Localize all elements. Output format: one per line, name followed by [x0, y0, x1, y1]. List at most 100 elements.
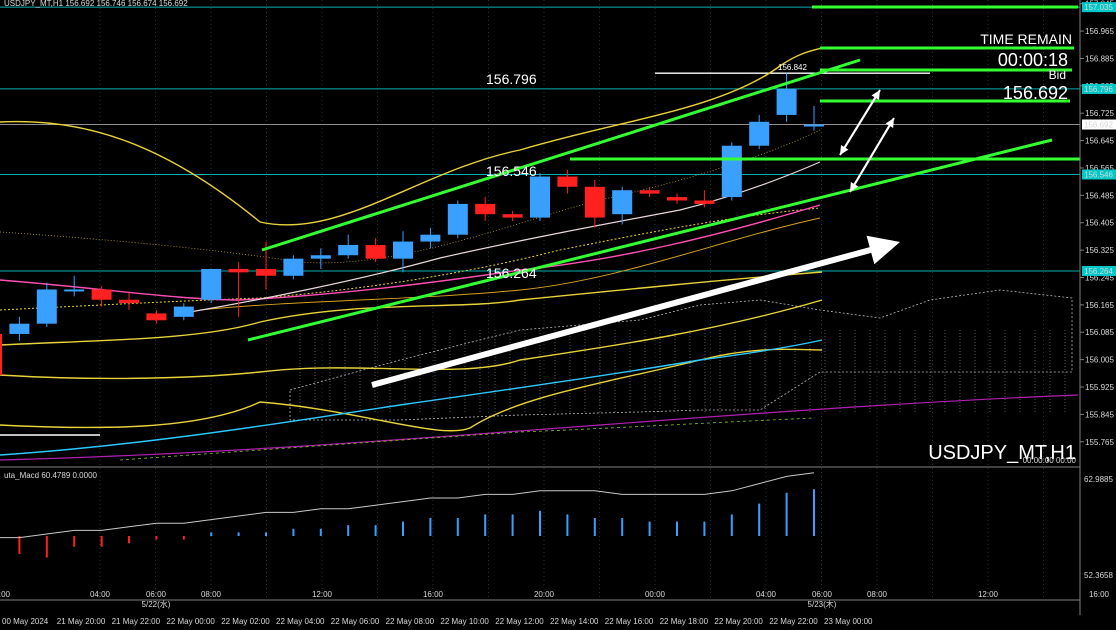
time-tick-label: 06:00: [146, 590, 167, 599]
price-tick-label: 156.085: [1085, 328, 1114, 337]
price-tick-label: 155.925: [1085, 383, 1114, 392]
bottom-date-label: 22 May 02:00: [221, 617, 270, 626]
bottom-date-label: 22 May 08:00: [386, 617, 435, 626]
time-tick-label: 16:00: [1089, 590, 1110, 599]
time-tick-label: 00:00: [645, 590, 666, 599]
price-tick-label: 156.165: [1085, 301, 1114, 310]
candle-body: [530, 176, 550, 218]
time-tick-label: 04:00: [90, 590, 111, 599]
macd-header: uta_Macd 60.4789 0.0000: [4, 471, 98, 480]
ma-orange-line: [199, 217, 821, 311]
candle-body: [338, 244, 359, 256]
ma-cyan-line: [0, 339, 823, 456]
level-label: 156.842: [778, 63, 807, 72]
candle-body: [639, 190, 660, 194]
candle-body: [667, 197, 687, 201]
candle-body: [612, 190, 633, 215]
candle-body: [228, 268, 249, 273]
annotation-arrows: [371, 89, 900, 388]
candle-body: [804, 124, 824, 127]
price-tick-label: 156.965: [1085, 27, 1114, 36]
band2-lower-line: [0, 299, 823, 380]
band3-lower-line: [0, 348, 823, 432]
macd-tick-label-bottom: 52.3658: [1084, 571, 1113, 580]
candle-body: [694, 200, 715, 204]
price-tick-label: 156.565: [1085, 164, 1114, 173]
candle-body: [146, 313, 167, 321]
candle-body: [365, 244, 386, 259]
price-tag-box: [1082, 169, 1116, 180]
double-arrow-2-down-head: [850, 182, 859, 192]
bottom-date-label: 00 May 2024: [2, 617, 49, 626]
bollinger-upper-line: [0, 47, 823, 226]
date-marker-label: 5/22(水): [142, 599, 171, 609]
bottom-date-label: 22 May 18:00: [660, 617, 709, 626]
candle-body: [584, 186, 605, 218]
price-tick-label: 156.725: [1085, 109, 1114, 118]
double-arrow-1-down-shaft: [843, 89, 881, 149]
candle-body: [283, 258, 304, 276]
time-tick-label: 16:00: [423, 590, 444, 599]
price-tag-box: [1082, 83, 1116, 94]
price-tick-label: 155.765: [1085, 438, 1114, 447]
price-tag-label: 156.692: [1084, 121, 1113, 130]
bottom-date-label: 23 May 00:00: [824, 617, 873, 626]
symbol-sub-label: 00:00:00 00:00: [1023, 456, 1077, 465]
candle-body: [256, 268, 276, 276]
trend-line: [261, 58, 861, 252]
price-tick-label: 156.325: [1085, 246, 1114, 255]
bottom-date-label: 21 May 22:00: [112, 617, 161, 626]
candle-body: [9, 323, 30, 334]
double-arrow-2-down-shaft: [853, 117, 895, 186]
candle-body: [310, 255, 331, 259]
time-tick-label: 06:00: [812, 590, 833, 599]
bottom-date-label: 22 May 10:00: [440, 617, 489, 626]
symbol-label: USDJPY_MT,H1: [928, 442, 1076, 464]
candle-body: [201, 268, 222, 300]
level-labels: 156.796 156.546 156.264 156.842: [486, 63, 807, 281]
price-tag-box: [1082, 265, 1116, 276]
time-tick-label: 08:00: [867, 590, 888, 599]
candle-body: [749, 121, 770, 146]
candle-body: [475, 203, 496, 215]
candle-body: [420, 234, 441, 242]
macd-signal-line: [0, 472, 815, 539]
date-marker-label: 5/23(木): [808, 599, 837, 609]
bid-value: 156.692: [1003, 83, 1068, 103]
price-axis: 157.045156.965156.885156.805156.725156.6…: [1079, 0, 1114, 615]
price-tag-label: 156.796: [1084, 85, 1113, 94]
double-arrow-2-down: [850, 117, 895, 192]
price-tag-box: [1082, 2, 1116, 13]
time-axis: 20:00 04:00 06:00 08:00 12:00 16:00 20:00 00:00…: [0, 590, 1110, 626]
price-tag-box: [1082, 119, 1116, 130]
bottom-date-label: 22 May 12:00: [495, 617, 544, 626]
candle-body: [0, 333, 2, 376]
price-tag-label: 156.546: [1084, 170, 1113, 179]
price-tick-label: 155.845: [1085, 410, 1114, 419]
time-tick-label: 20:00: [534, 590, 555, 599]
time-tick-label: 12:00: [978, 590, 999, 599]
candle-body: [557, 176, 578, 187]
ma-white-line: [189, 161, 821, 313]
up-trend-arrow-head: [866, 235, 900, 265]
price-tick-label: 156.885: [1085, 54, 1114, 63]
level-label: 156.546: [486, 163, 537, 179]
up-trend-arrow-shaft: [371, 246, 875, 388]
bottom-date-label: 22 May 16:00: [605, 617, 654, 626]
time-tick-label: 08:00: [201, 590, 222, 599]
candle-body: [64, 289, 85, 292]
macd-panel: 62.9885 52.3658: [0, 466, 1113, 580]
level-label: 156.264: [486, 265, 537, 281]
level-label: 156.796: [486, 71, 537, 87]
time-tick-label: 20:00: [0, 590, 11, 599]
price-tick-label: 156.485: [1085, 191, 1114, 200]
candle-body: [776, 88, 797, 115]
candle-body: [721, 145, 742, 198]
price-tag-label: 156.264: [1084, 267, 1113, 276]
chart-header: USDJPY_MT,H1 156.692 156.746 156.674 156…: [4, 0, 188, 8]
price-tick-label: 156.005: [1085, 356, 1114, 365]
candle-body: [36, 289, 57, 324]
moving-average-lines: [0, 47, 1079, 461]
